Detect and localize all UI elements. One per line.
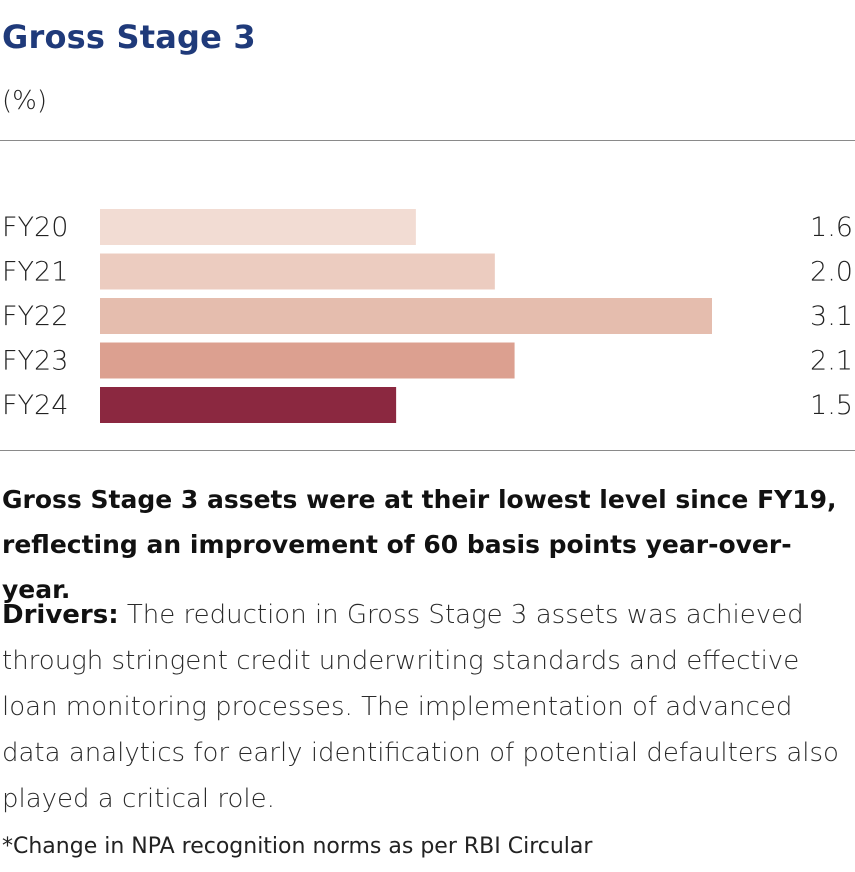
category-label-fy23: FY23 — [2, 346, 68, 377]
unit-label: (%) — [2, 86, 47, 116]
value-label-fy20: 1.6 — [810, 212, 853, 243]
bar-fy24 — [100, 387, 397, 423]
category-label-fy21: FY21 — [2, 257, 68, 288]
lead-paragraph: Gross Stage 3 assets were at their lowes… — [2, 485, 837, 604]
category-label-fy20: FY20 — [2, 212, 68, 243]
bar-fy20 — [100, 209, 416, 245]
footnote: *Change in NPA recognition norms as per … — [2, 834, 593, 859]
bar-fy22 — [100, 298, 712, 334]
value-label-fy23: 2.1 — [810, 346, 853, 377]
drivers-body: The reduction in Gross Stage 3 assets wa… — [2, 600, 839, 814]
category-label-fy24: FY24 — [2, 390, 68, 421]
bar-fy21 — [100, 253, 495, 290]
top-divider — [0, 140, 855, 141]
drivers-label: Drivers: — [2, 600, 119, 630]
category-label-fy22: FY22 — [2, 301, 68, 332]
chart-title: Gross Stage 3 — [2, 18, 256, 56]
bottom-divider — [0, 450, 855, 451]
value-label-fy22: 3.1 — [810, 301, 853, 332]
value-label-fy24: 1.5 — [810, 390, 853, 421]
bar-fy23 — [100, 342, 515, 379]
value-label-fy21: 2.0 — [810, 257, 853, 288]
bar-chart: FY20 1.6 FY21 2.0 FY22 3.1 FY23 2.1 FY24 1.5 — [2, 209, 853, 423]
drivers-paragraph: Drivers: The reduction in Gross Stage 3 … — [2, 592, 855, 822]
